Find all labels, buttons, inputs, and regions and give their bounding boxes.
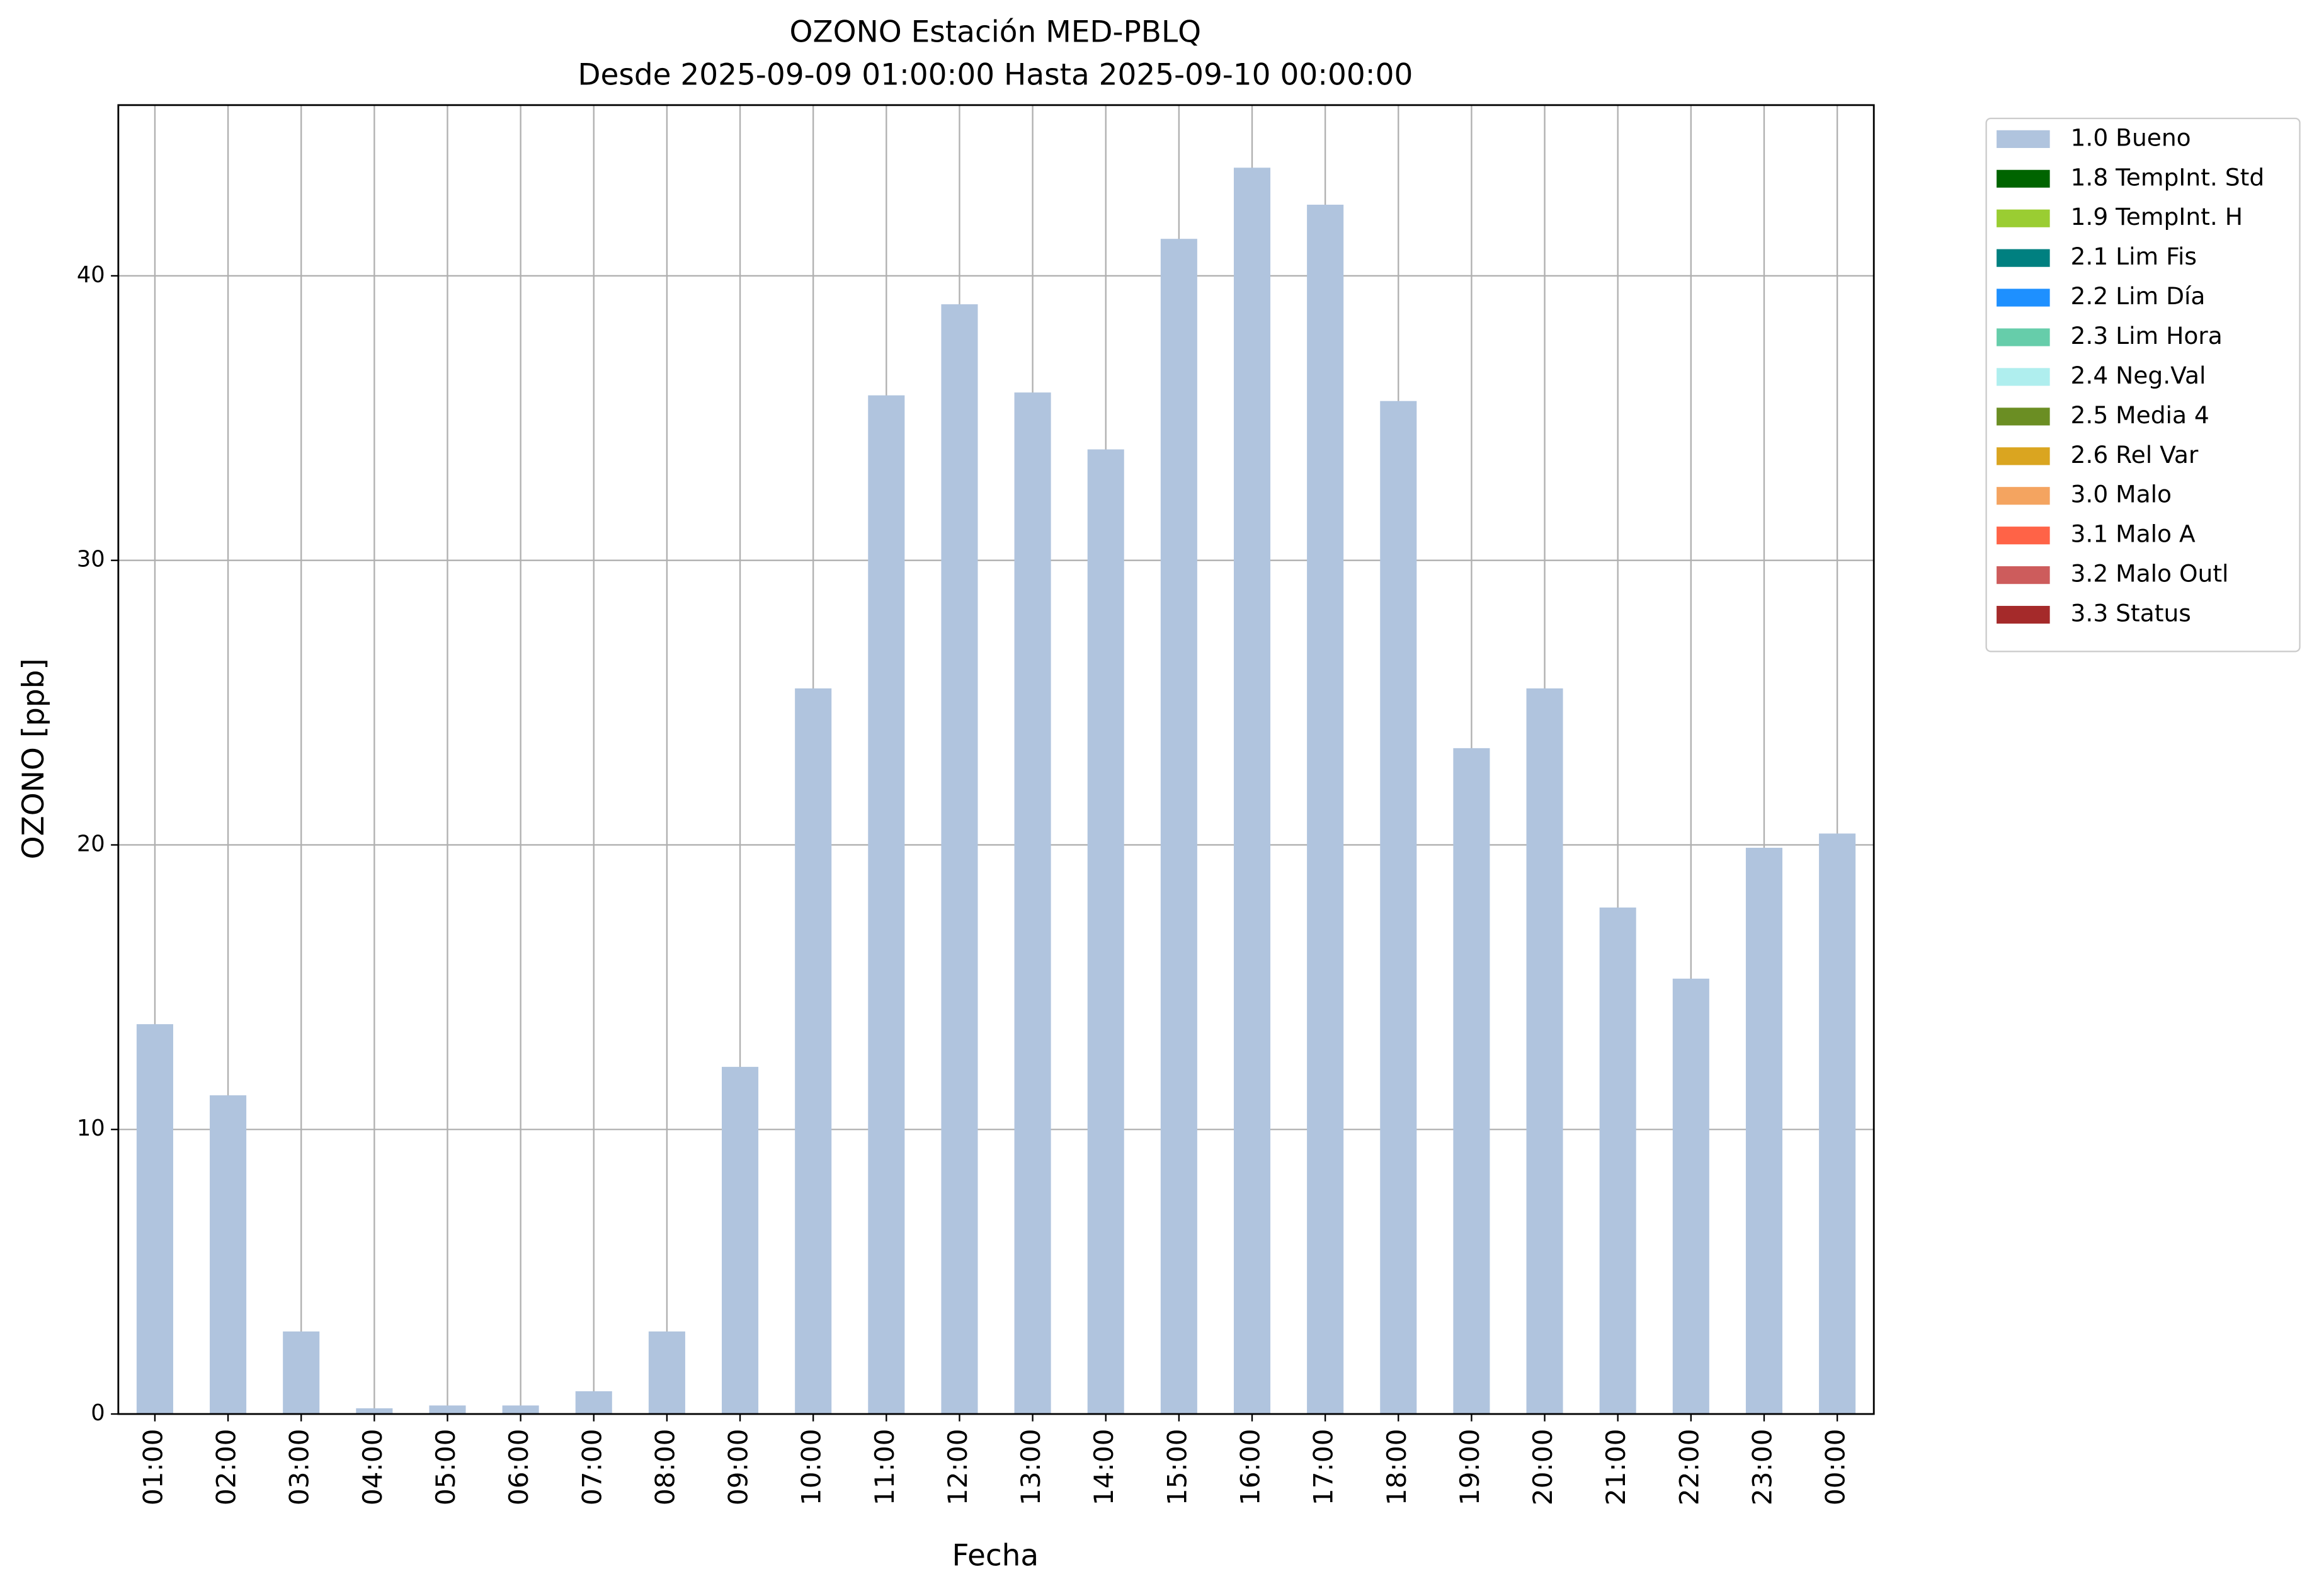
x-tick-label: 17:00 [1308, 1429, 1339, 1506]
x-tick-label: 01:00 [137, 1429, 168, 1506]
bar [1599, 907, 1636, 1415]
x-tick-label: 08:00 [649, 1429, 680, 1506]
bar [136, 1024, 173, 1415]
x-tick-label: 21:00 [1600, 1429, 1631, 1506]
legend-swatch [1997, 487, 2050, 505]
x-tick-label: 18:00 [1381, 1429, 1412, 1506]
legend-label: 3.3 Status [2071, 600, 2191, 627]
x-tick-label: 14:00 [1088, 1429, 1119, 1506]
bars [136, 168, 1856, 1415]
bar [283, 1331, 320, 1415]
bar [795, 688, 832, 1415]
legend-label: 2.1 Lim Fis [2071, 242, 2197, 270]
x-tick-label: 00:00 [1820, 1429, 1851, 1506]
plot-frame [117, 104, 1875, 1415]
legend-swatch [1997, 169, 2050, 188]
y-tick-label: 10 [77, 1115, 105, 1141]
y-tick-label: 0 [91, 1400, 105, 1426]
legend-label: 3.2 Malo Outl [2071, 560, 2229, 588]
x-tick-label: 06:00 [503, 1429, 534, 1506]
legend-label: 2.5 Media 4 [2071, 401, 2209, 429]
legend-swatch [1997, 288, 2050, 307]
chart-subtitle: Desde 2025-09-09 01:00:00 Hasta 2025-09-… [578, 58, 1413, 93]
legend-swatch [1997, 249, 2050, 267]
bar [1307, 204, 1344, 1415]
y-tick-label: 40 [77, 262, 105, 288]
legend-swatch [1997, 408, 2050, 426]
bar [575, 1391, 612, 1415]
legend-swatch [1997, 368, 2050, 386]
x-tick-label: 13:00 [1015, 1429, 1046, 1506]
legend-box [1985, 117, 2301, 653]
legend: 1.0 Bueno 1.8 TempInt. Std 1.9 TempInt. H 2… [1985, 117, 2301, 653]
legend-swatch [1997, 209, 2050, 227]
legend-label: 2.2 Lim Día [2071, 282, 2206, 310]
y-tick-label: 20 [77, 831, 105, 857]
legend-label: 1.8 TempInt. Std [2071, 163, 2265, 191]
legend-label: 3.0 Malo [2071, 481, 2172, 508]
bar [1233, 168, 1271, 1415]
legend-swatch [1997, 605, 2050, 624]
bar [1087, 449, 1124, 1415]
bar [1745, 847, 1783, 1415]
legend-swatch [1997, 447, 2050, 465]
x-tick-label: 04:00 [357, 1429, 388, 1506]
x-axis-label: Fecha [952, 1538, 1039, 1573]
y-tick-label: 30 [77, 547, 105, 573]
bar [1672, 978, 1709, 1415]
bar [1526, 688, 1563, 1415]
x-tick-label: 09:00 [723, 1429, 754, 1506]
x-tick-label: 03:00 [284, 1429, 315, 1506]
legend-label: 3.1 Malo A [2071, 520, 2196, 548]
legend-label: 1.0 Bueno [2071, 123, 2191, 151]
legend-swatch [1997, 527, 2050, 545]
legend-swatch [1997, 130, 2050, 148]
bar [1380, 401, 1417, 1415]
x-tick-label: 16:00 [1235, 1429, 1266, 1506]
legend-swatch [1997, 566, 2050, 584]
x-tick-label: 19:00 [1454, 1429, 1485, 1506]
x-tick-label: 23:00 [1746, 1429, 1777, 1506]
legend-swatch [1997, 328, 2050, 346]
legend-label: 2.4 Neg.Val [2071, 362, 2206, 389]
bar [648, 1331, 685, 1415]
bar [941, 304, 978, 1415]
x-tick-label: 02:00 [211, 1429, 242, 1506]
legend-label: 2.6 Rel Var [2071, 441, 2199, 469]
bar [210, 1095, 247, 1415]
bar [1453, 748, 1490, 1415]
x-tick-label: 15:00 [1161, 1429, 1192, 1506]
chart-title: OZONO Estación MED-PBLQ [790, 15, 1202, 50]
bar [502, 1405, 539, 1415]
bar [722, 1066, 759, 1415]
x-tick-label: 11:00 [869, 1429, 900, 1506]
y-axis-label: OZONO [ppb] [16, 658, 51, 859]
x-tick-label: 22:00 [1673, 1429, 1704, 1506]
bar [356, 1408, 393, 1415]
bar [429, 1405, 466, 1415]
axes: 0 10 20 30 40 01:00 02:00 03:00 04:00 05:00 06:00 0… [77, 262, 1851, 1505]
x-tick-label: 05:00 [430, 1429, 461, 1506]
x-tick-label: 12:00 [942, 1429, 973, 1506]
bar [1014, 392, 1051, 1415]
bar [868, 395, 905, 1415]
x-tick-label: 10:00 [796, 1429, 827, 1506]
x-tick-label: 20:00 [1527, 1429, 1558, 1506]
legend-label: 1.9 TempInt. H [2071, 203, 2243, 231]
bar [1819, 833, 1856, 1415]
legend-label: 2.3 Lim Hora [2071, 322, 2223, 350]
bar [1160, 239, 1197, 1415]
x-tick-label: 07:00 [576, 1429, 607, 1506]
